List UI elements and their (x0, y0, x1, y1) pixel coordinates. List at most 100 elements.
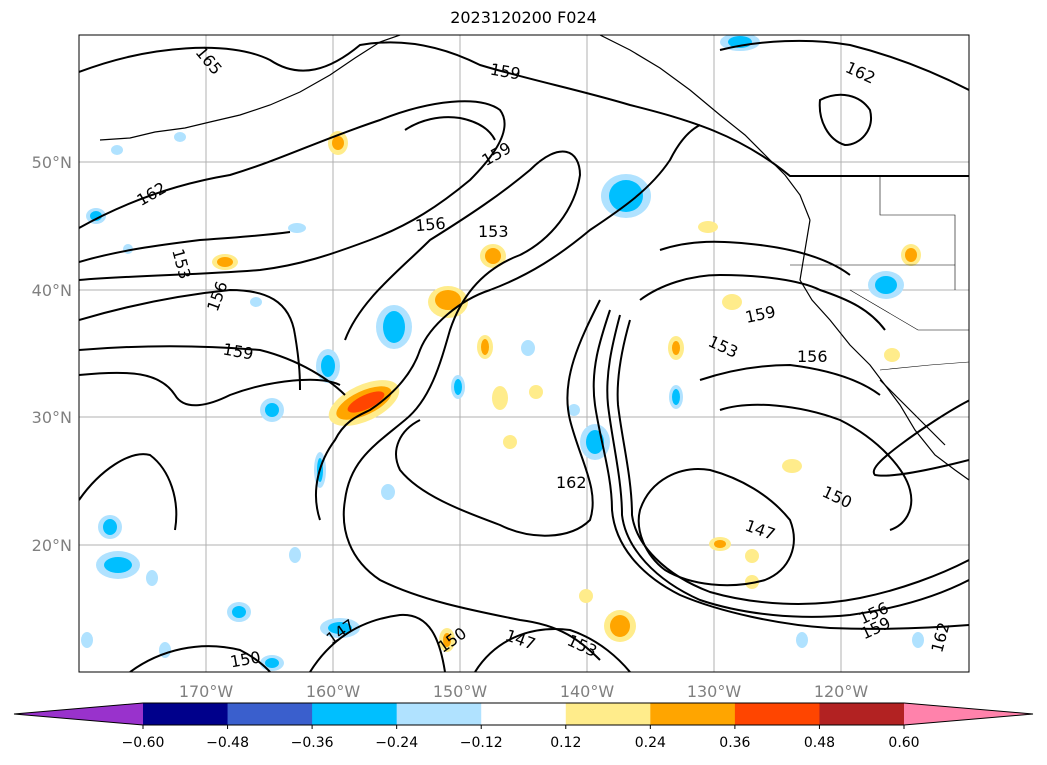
contour-label: 153 (168, 247, 194, 281)
contour-label: 150 (229, 647, 262, 671)
contour-line (637, 468, 795, 587)
longitude-labels: 170°W 160°W 150°W 140°W 130°W 120°W (179, 682, 869, 701)
anomaly-negative (288, 223, 306, 233)
colorbar-tick-label: 0.12 (550, 735, 581, 751)
map-frame (78, 34, 970, 673)
anomaly-negative (250, 297, 262, 307)
anomaly-negative (265, 658, 279, 668)
lon-tick-label: 150°W (433, 682, 488, 701)
anomaly-negative (146, 570, 158, 586)
latitude-labels: 50°N 40°N 30°N 20°N (32, 153, 72, 555)
anomaly-positive (905, 248, 917, 262)
colorbar-tick-label: −0.12 (460, 735, 503, 751)
contour-line (639, 273, 886, 331)
anomaly-negative (104, 557, 132, 573)
colorbar-tick-label: −0.48 (206, 735, 249, 751)
lat-tick-label: 20°N (32, 536, 72, 555)
anomaly-positive (745, 575, 759, 589)
lat-tick-label: 30°N (32, 408, 72, 427)
contour-label: 159 (743, 302, 777, 327)
anomaly-negative (289, 547, 301, 563)
anomaly-negative (328, 622, 352, 634)
lat-tick-label: 50°N (32, 153, 72, 172)
gridlines (79, 35, 969, 672)
contour-line (314, 124, 701, 521)
anomaly-positive (485, 248, 501, 264)
colorbar-segment (819, 703, 905, 725)
border-states (879, 176, 956, 290)
anomaly-positive (698, 221, 718, 233)
anomaly-positive (610, 615, 630, 637)
height-contours (79, 39, 969, 672)
lat-tick-label: 40°N (32, 281, 72, 300)
anomaly-positive (443, 633, 451, 647)
anomaly-negative (912, 632, 924, 648)
coastline-baja (879, 379, 946, 446)
contour-label: 159 (489, 60, 522, 84)
anomaly-negative (672, 389, 680, 405)
colorbar-tick-label: 0.60 (888, 735, 919, 751)
anomaly-positive (217, 257, 233, 267)
anomaly-positive (722, 294, 742, 310)
anomaly-positive (884, 348, 900, 362)
contour-line (342, 150, 601, 661)
contour-line (79, 345, 346, 396)
anomaly-positive (579, 589, 593, 603)
contour-line (719, 39, 969, 91)
contour-line (79, 100, 506, 281)
colorbar-tick-label: −0.36 (291, 735, 334, 751)
colorbar-tick-label: −0.60 (122, 735, 165, 751)
contour-label-147b: 147 (503, 625, 538, 653)
contour-label: 162 (556, 473, 587, 492)
contour-label: 153 (564, 631, 600, 661)
anomaly-positive (332, 136, 344, 150)
contour-label: 162 (134, 178, 170, 210)
anomaly-positive (347, 391, 385, 413)
colorbar-tick-label: 0.48 (804, 735, 835, 751)
border-mexico (879, 361, 969, 371)
colorbar-tick-label: 0.36 (719, 735, 750, 751)
contour-line (616, 319, 969, 605)
anomaly-negative (586, 430, 604, 454)
contour-line (474, 628, 631, 672)
anomaly-positive (672, 341, 680, 355)
anomaly-negative (232, 606, 246, 618)
figure-title: 2023120200 F024 (450, 8, 597, 27)
anomaly-negative (875, 276, 897, 294)
contour-label: 156 (203, 279, 231, 314)
lon-tick-label: 170°W (179, 682, 234, 701)
contour-label: 156 (414, 214, 446, 236)
contour-label: 153 (705, 332, 741, 362)
anomaly-positive (782, 459, 802, 473)
anomaly-negative (321, 355, 335, 377)
border-states (849, 289, 969, 331)
anomaly-negative (521, 340, 535, 356)
contour-label: 150 (819, 482, 855, 512)
contour-line (309, 613, 446, 672)
anomaly-negative (111, 145, 123, 155)
contour-line (606, 314, 969, 618)
coastline-alaska-bc (599, 35, 811, 221)
colorbar-segment (312, 703, 398, 725)
contour-label: 162 (927, 620, 953, 654)
contour-label: 159 (221, 340, 254, 364)
lon-tick-label: 130°W (687, 682, 742, 701)
anomaly-negative (381, 484, 395, 500)
contour-line (79, 453, 178, 531)
contour-label: 156 (797, 347, 828, 366)
map-content: 165 159 159 162 162 153 156 156 153 159 … (79, 35, 969, 672)
anomaly-positive (481, 339, 489, 355)
coastline-west-us (799, 219, 969, 481)
anomaly-negative (103, 519, 117, 535)
shaded-anomalies (81, 35, 924, 671)
contour-line (818, 93, 872, 147)
contour-line (395, 299, 601, 537)
contour-line (79, 288, 301, 391)
lon-tick-label: 160°W (306, 682, 361, 701)
colorbar-segment (481, 703, 567, 725)
contour-label: 153 (478, 222, 509, 241)
anomaly-negative (383, 311, 405, 343)
anomaly-positive (435, 290, 461, 310)
colorbar-tick-label: 0.24 (635, 735, 666, 751)
